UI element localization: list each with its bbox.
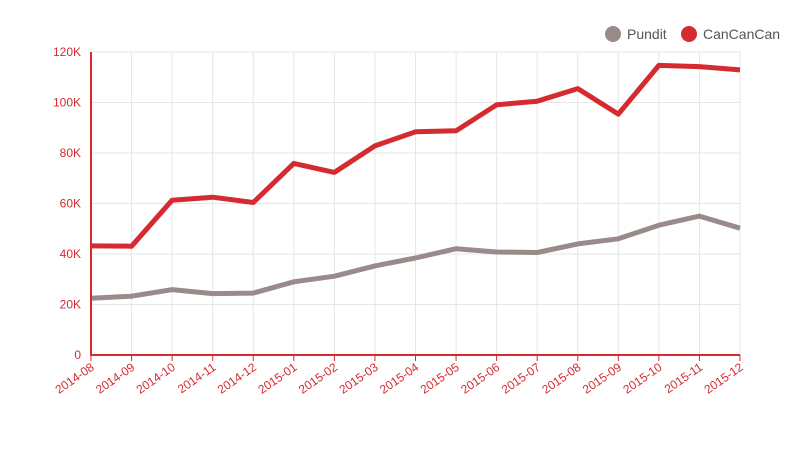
- legend: Pundit CanCanCan: [605, 26, 780, 42]
- y-tick-label: 60K: [60, 197, 81, 211]
- legend-label: Pundit: [627, 26, 667, 42]
- x-tick-label: 2015-01: [255, 360, 299, 397]
- legend-label: CanCanCan: [703, 26, 780, 42]
- legend-marker: [681, 26, 697, 42]
- x-axis-ticks: 2014-082014-092014-102014-112014-122015-…: [53, 360, 746, 397]
- x-tick-label: 2015-11: [662, 360, 706, 396]
- x-tick-label: 2015-08: [539, 360, 583, 397]
- x-tick-label: 2015-10: [620, 360, 664, 397]
- series-line-cancancan: [90, 62, 741, 249]
- x-tick-label: 2014-11: [175, 360, 219, 396]
- x-tick-label: 2014-08: [53, 360, 97, 397]
- y-tick-label: 120K: [53, 45, 81, 59]
- x-tick-label: 2015-02: [296, 360, 340, 397]
- series-line-pundit: [90, 213, 741, 301]
- x-tick-label: 2015-05: [418, 360, 462, 397]
- x-tick-label: 2015-12: [702, 360, 746, 397]
- x-tick-label: 2015-09: [580, 360, 624, 397]
- y-axis-ticks: 0 20K 40K 60K 80K 100K 120K: [53, 45, 81, 362]
- x-tick-label: 2015-03: [337, 360, 381, 397]
- series-layer: [90, 62, 741, 301]
- x-tick-label: 2015-04: [377, 360, 421, 397]
- y-tick-label: 100K: [53, 96, 81, 110]
- x-tick-label: 2015-07: [499, 360, 543, 397]
- gridlines: [91, 51, 741, 355]
- x-tick-label: 2014-09: [93, 360, 137, 397]
- axes: [90, 52, 741, 361]
- y-tick-label: 20K: [60, 298, 81, 312]
- y-tick-label: 80K: [60, 146, 81, 160]
- legend-marker: [605, 26, 621, 42]
- y-tick-label: 0: [74, 348, 81, 362]
- x-tick-label: 2014-10: [134, 360, 178, 397]
- x-tick-label: 2015-06: [458, 360, 502, 397]
- x-tick-label: 2014-12: [215, 360, 259, 397]
- y-tick-label: 40K: [60, 247, 81, 261]
